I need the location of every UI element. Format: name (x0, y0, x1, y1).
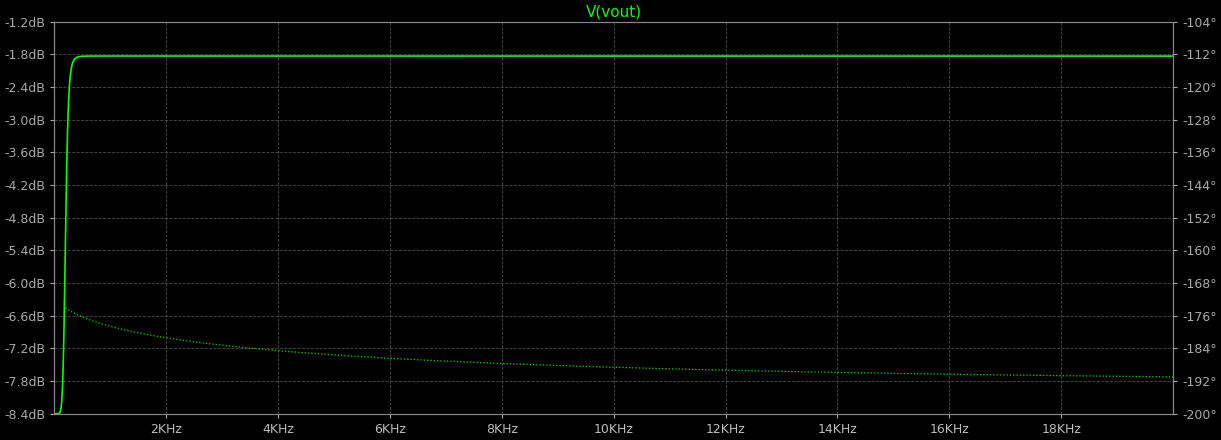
Title: V(vout): V(vout) (586, 4, 642, 19)
